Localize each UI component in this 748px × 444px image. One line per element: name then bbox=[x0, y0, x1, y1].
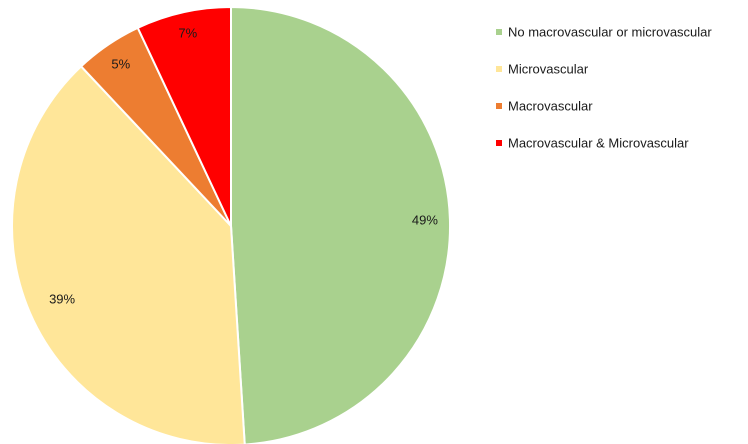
legend-swatch-no-macrovascular-or-microvascular bbox=[496, 29, 502, 35]
legend-label-no-macrovascular-or-microvascular: No macrovascular or microvascular bbox=[508, 25, 712, 40]
legend-label-microvascular: Microvascular bbox=[508, 62, 589, 77]
legend-swatch-macrovascular-and-microvascular bbox=[496, 140, 502, 146]
pie-slices bbox=[11, 5, 452, 444]
legend-label-macrovascular: Macrovascular bbox=[508, 99, 593, 114]
legend-swatch-macrovascular bbox=[496, 103, 502, 109]
slice-label-macrovascular-and-microvascular: 7% bbox=[178, 25, 197, 40]
pie-slice-no-macrovascular-or-microvascular bbox=[230, 5, 452, 444]
legend: No macrovascular or microvascular Microva… bbox=[496, 25, 712, 151]
legend-swatch-microvascular bbox=[496, 66, 502, 72]
slice-label-microvascular: 39% bbox=[49, 292, 75, 307]
pie-slice-labels: 49% 39% 5% 7% bbox=[49, 25, 438, 306]
slice-label-no-macrovascular-or-microvascular: 49% bbox=[412, 212, 438, 227]
legend-label-macrovascular-and-microvascular: Macrovascular & Microvascular bbox=[508, 136, 689, 151]
pie-slice-macrovascular-and-microvascular bbox=[136, 5, 232, 227]
slice-label-macrovascular: 5% bbox=[111, 56, 130, 71]
pie-slice-microvascular bbox=[11, 64, 246, 444]
